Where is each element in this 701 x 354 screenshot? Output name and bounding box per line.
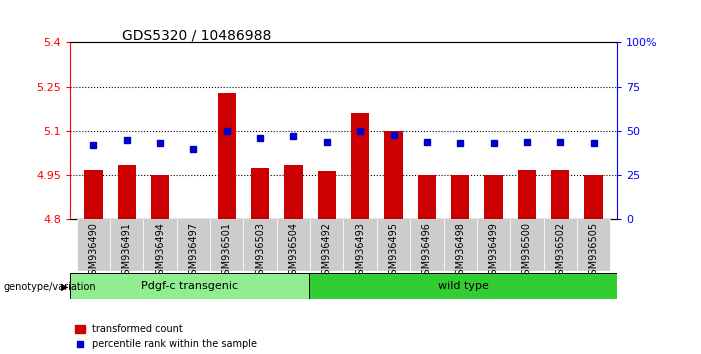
Bar bbox=[251, 168, 269, 219]
Bar bbox=[243, 219, 277, 271]
Text: GSM936490: GSM936490 bbox=[88, 222, 98, 281]
Bar bbox=[410, 219, 444, 271]
Bar bbox=[217, 93, 236, 219]
Bar bbox=[77, 219, 110, 271]
Legend: transformed count, percentile rank within the sample: transformed count, percentile rank withi… bbox=[75, 324, 257, 349]
Bar bbox=[151, 175, 169, 219]
Text: GSM936502: GSM936502 bbox=[555, 222, 565, 281]
Bar bbox=[551, 170, 569, 219]
Bar bbox=[351, 113, 369, 219]
Text: GSM936496: GSM936496 bbox=[422, 222, 432, 281]
Bar bbox=[84, 170, 102, 219]
Text: GSM936494: GSM936494 bbox=[155, 222, 165, 281]
Bar bbox=[110, 219, 144, 271]
Text: GSM936491: GSM936491 bbox=[122, 222, 132, 281]
Bar bbox=[343, 219, 377, 271]
Bar bbox=[309, 273, 617, 299]
Text: GSM936505: GSM936505 bbox=[589, 222, 599, 281]
Text: GSM936501: GSM936501 bbox=[222, 222, 232, 281]
Bar bbox=[70, 273, 309, 299]
Text: GSM936499: GSM936499 bbox=[489, 222, 498, 281]
Text: wild type: wild type bbox=[437, 281, 489, 291]
Bar bbox=[510, 219, 543, 271]
Bar bbox=[384, 131, 402, 219]
Text: GSM936503: GSM936503 bbox=[255, 222, 265, 281]
Text: GSM936493: GSM936493 bbox=[355, 222, 365, 281]
Bar bbox=[444, 219, 477, 271]
Text: GSM936500: GSM936500 bbox=[522, 222, 532, 281]
Bar bbox=[144, 219, 177, 271]
Text: GSM936504: GSM936504 bbox=[289, 222, 299, 281]
Text: GSM936498: GSM936498 bbox=[455, 222, 465, 281]
Bar bbox=[451, 175, 470, 219]
Bar bbox=[118, 165, 136, 219]
Text: Pdgf-c transgenic: Pdgf-c transgenic bbox=[141, 281, 238, 291]
Bar bbox=[418, 175, 436, 219]
Bar bbox=[543, 219, 577, 271]
Text: GSM936495: GSM936495 bbox=[388, 222, 398, 281]
Bar bbox=[577, 219, 610, 271]
Text: GSM936492: GSM936492 bbox=[322, 222, 332, 281]
Bar bbox=[518, 170, 536, 219]
Text: GSM936497: GSM936497 bbox=[189, 222, 198, 281]
Bar bbox=[277, 219, 310, 271]
Bar bbox=[477, 219, 510, 271]
Bar bbox=[285, 165, 303, 219]
Bar bbox=[210, 219, 243, 271]
Text: GDS5320 / 10486988: GDS5320 / 10486988 bbox=[121, 28, 271, 42]
Bar bbox=[585, 175, 603, 219]
Bar bbox=[484, 175, 503, 219]
Text: ▶: ▶ bbox=[61, 282, 69, 292]
Bar bbox=[377, 219, 410, 271]
Bar bbox=[310, 219, 343, 271]
Bar bbox=[318, 171, 336, 219]
Text: genotype/variation: genotype/variation bbox=[4, 282, 96, 292]
Bar bbox=[177, 219, 210, 271]
